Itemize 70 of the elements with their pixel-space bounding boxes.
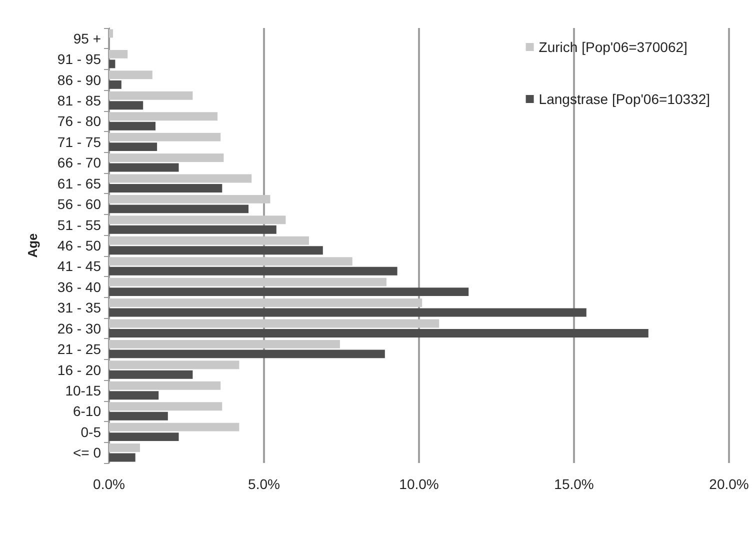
bar xyxy=(109,266,398,276)
bar xyxy=(109,453,136,462)
x-tick-label: 20.0% xyxy=(709,476,749,492)
y-tick-label: 71 - 75 xyxy=(57,134,102,150)
bar xyxy=(109,204,248,214)
legend-label: Langstrase [Pop'06=10332] xyxy=(538,91,710,107)
bar xyxy=(109,50,128,58)
y-tick-label: 56 - 60 xyxy=(57,196,102,212)
y-tick-label: 86 - 90 xyxy=(57,72,102,88)
y-tick-label: 91 - 95 xyxy=(57,51,102,68)
bar xyxy=(109,308,586,317)
bar xyxy=(109,154,224,162)
bar xyxy=(109,174,252,183)
bar xyxy=(109,340,340,348)
bar xyxy=(109,360,240,370)
y-tick-label: 0-5 xyxy=(80,424,102,440)
bar xyxy=(109,246,323,255)
bar xyxy=(109,298,422,308)
bar xyxy=(109,142,158,152)
bar xyxy=(109,381,221,390)
bar xyxy=(109,216,286,224)
y-tick-label: 76 - 80 xyxy=(57,113,102,130)
bar xyxy=(109,391,159,400)
bar xyxy=(109,80,122,89)
y-tick-label: 16 - 20 xyxy=(57,362,102,378)
y-tick-label: 46 - 50 xyxy=(57,238,102,254)
bar xyxy=(109,101,144,110)
bar xyxy=(109,328,648,338)
y-tick-label: 41 - 45 xyxy=(57,258,102,274)
y-tick-label: 6-10 xyxy=(72,403,102,420)
bar xyxy=(109,132,221,142)
y-tick-label: 51 - 55 xyxy=(57,216,102,233)
bar xyxy=(109,444,140,452)
bar xyxy=(109,278,386,286)
bar xyxy=(109,319,440,328)
bar xyxy=(109,70,152,80)
x-tick-label: 15.0% xyxy=(554,476,594,492)
bar xyxy=(109,412,168,420)
y-tick-label: 26 - 30 xyxy=(57,320,102,336)
y-tick-label: 36 - 40 xyxy=(57,278,102,295)
bar xyxy=(109,236,309,245)
y-tick-label: 31 - 35 xyxy=(57,300,102,316)
y-tick-label: 10-15 xyxy=(65,382,102,398)
y-tick-label: 66 - 70 xyxy=(57,154,102,171)
x-tick-label: 10.0% xyxy=(399,476,439,492)
y-tick-label: 81 - 85 xyxy=(57,92,102,108)
bar xyxy=(109,194,270,204)
bar xyxy=(109,432,179,442)
bar xyxy=(109,370,193,379)
y-tick-label: <= 0 xyxy=(72,444,102,461)
bar xyxy=(109,91,193,100)
bar xyxy=(109,422,240,432)
bar xyxy=(109,163,179,172)
y-tick-label: 61 - 65 xyxy=(57,175,102,192)
bar xyxy=(109,257,352,266)
y-tick-label: 95 + xyxy=(73,30,101,46)
bar xyxy=(109,60,116,68)
bar xyxy=(109,112,218,121)
bar xyxy=(109,225,276,234)
x-tick-label: 5.0% xyxy=(248,476,280,492)
bar xyxy=(109,184,222,192)
bar xyxy=(109,288,469,296)
bar xyxy=(109,350,385,358)
bar xyxy=(109,29,114,38)
y-tick-label: 21 - 25 xyxy=(57,341,102,358)
bar xyxy=(109,122,156,130)
legend-label: Zurich [Pop'06=370062] xyxy=(538,39,688,55)
y-axis-title: Age xyxy=(25,233,40,258)
bar xyxy=(109,402,222,411)
x-tick-label: 0.0% xyxy=(93,476,125,492)
